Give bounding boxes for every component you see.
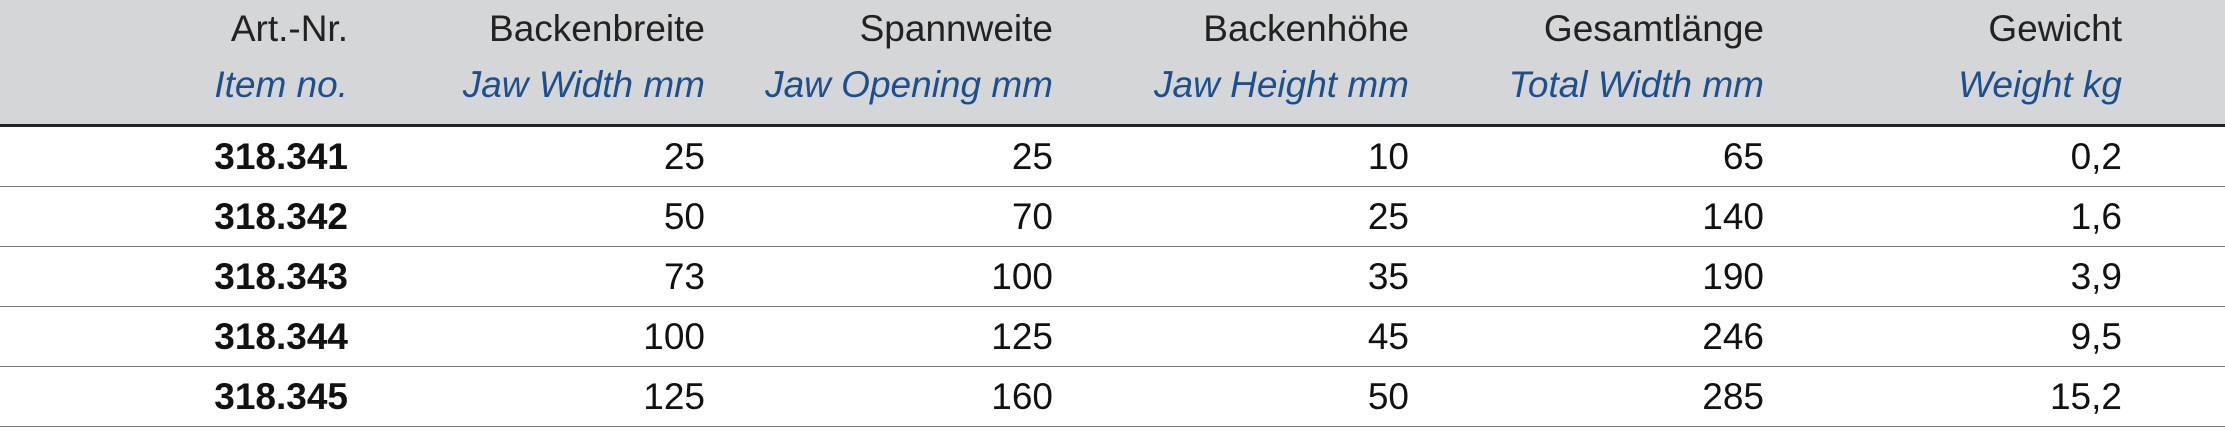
row-rule [0, 186, 2225, 187]
cell-value: 70 [1011, 196, 1053, 237]
column-header-de: Backenbreite [489, 8, 705, 49]
cell-value: 25 [663, 136, 705, 177]
row-rule [0, 246, 2225, 247]
cell-value: 73 [663, 256, 705, 297]
cell-value: 65 [1722, 136, 1764, 177]
column-header-en: Jaw Width mm [462, 64, 705, 105]
item-number: 318.342 [214, 196, 348, 237]
cell-value: 285 [1702, 376, 1764, 417]
column-header-de: Art.-Nr. [230, 8, 348, 49]
cell-value: 3,9 [2070, 256, 2122, 297]
column-header-de: Backenhöhe [1203, 8, 1409, 49]
cell-value: 0,2 [2070, 136, 2122, 177]
cell-value: 50 [663, 196, 705, 237]
item-number: 318.343 [214, 256, 348, 297]
column-header-de: Gewicht [1988, 8, 2122, 49]
item-number: 318.341 [214, 136, 348, 177]
cell-value: 140 [1702, 196, 1764, 237]
cell-value: 50 [1367, 376, 1409, 417]
column-header-en: Item no. [214, 64, 348, 105]
row-rule [0, 366, 2225, 367]
cell-value: 100 [643, 316, 705, 357]
cell-value: 35 [1367, 256, 1409, 297]
column-header-de: Gesamtlänge [1543, 8, 1764, 49]
cell-value: 25 [1011, 136, 1053, 177]
cell-value: 190 [1702, 256, 1764, 297]
cell-value: 246 [1702, 316, 1764, 357]
cell-value: 9,5 [2070, 316, 2122, 357]
column-header-en: Total Width mm [1508, 64, 1764, 105]
cell-value: 15,2 [2049, 376, 2122, 417]
row-rule [0, 426, 2225, 427]
cell-value: 45 [1367, 316, 1409, 357]
column-header-de: Spannweite [859, 8, 1053, 49]
cell-value: 25 [1367, 196, 1409, 237]
item-number: 318.345 [214, 376, 348, 417]
column-header-en: Jaw Opening mm [765, 64, 1053, 105]
cell-value: 125 [643, 376, 705, 417]
cell-value: 1,6 [2070, 196, 2122, 237]
column-header-en: Jaw Height mm [1154, 64, 1409, 105]
cell-value: 125 [991, 316, 1053, 357]
column-header-en: Weight kg [1958, 64, 2122, 105]
header-rule [0, 124, 2225, 127]
cell-value: 10 [1367, 136, 1409, 177]
cell-value: 100 [991, 256, 1053, 297]
header-background [0, 0, 2225, 124]
item-number: 318.344 [214, 316, 348, 357]
cell-value: 160 [991, 376, 1053, 417]
row-rule [0, 306, 2225, 307]
